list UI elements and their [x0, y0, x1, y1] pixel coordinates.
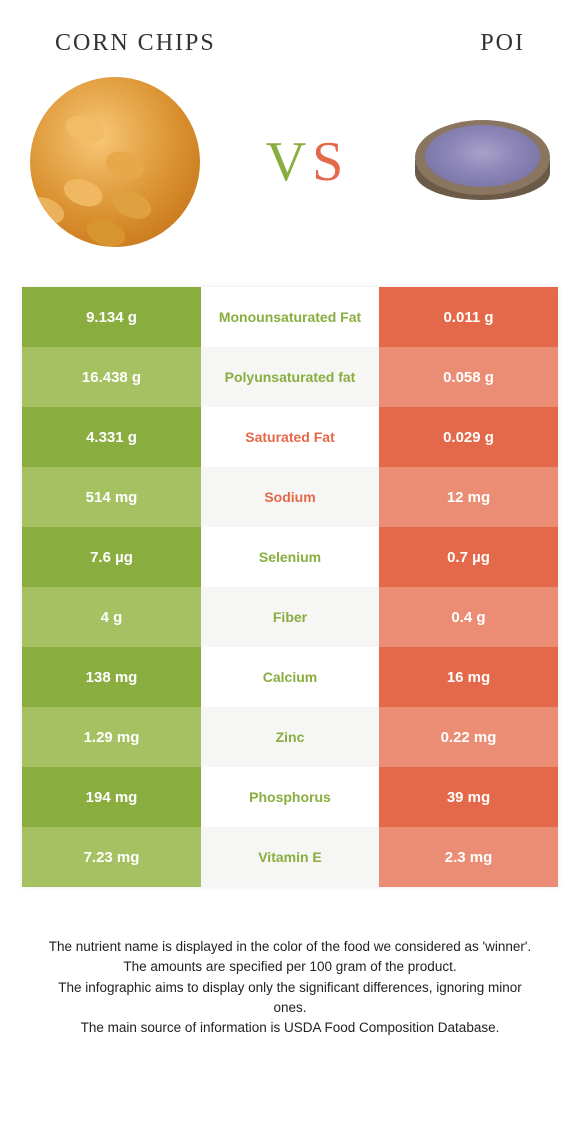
footer-line: The infographic aims to display only the…: [40, 978, 540, 1019]
table-row: 7.23 mgVitamin E2.3 mg: [22, 827, 558, 887]
right-value: 0.22 mg: [379, 707, 558, 767]
table-row: 4 gFiber0.4 g: [22, 587, 558, 647]
nutrient-comparison-table: 9.134 gMonounsaturated Fat0.011 g16.438 …: [22, 287, 558, 887]
footer-line: The main source of information is USDA F…: [40, 1018, 540, 1038]
table-row: 194 mgPhosphorus39 mg: [22, 767, 558, 827]
nutrient-label: Selenium: [201, 527, 379, 587]
left-value: 4.331 g: [22, 407, 201, 467]
left-value: 138 mg: [22, 647, 201, 707]
right-value: 0.058 g: [379, 347, 558, 407]
right-food-title: Poi: [480, 30, 525, 57]
table-row: 7.6 µgSelenium0.7 µg: [22, 527, 558, 587]
footer-notes: The nutrient name is displayed in the co…: [40, 937, 540, 1038]
vs-v: V: [266, 131, 312, 193]
left-value: 9.134 g: [22, 287, 201, 347]
nutrient-label: Saturated Fat: [201, 407, 379, 467]
footer-line: The nutrient name is displayed in the co…: [40, 937, 540, 957]
right-value: 16 mg: [379, 647, 558, 707]
left-value: 1.29 mg: [22, 707, 201, 767]
nutrient-label: Vitamin E: [201, 827, 379, 887]
nutrient-label: Fiber: [201, 587, 379, 647]
left-value: 514 mg: [22, 467, 201, 527]
comparison-images-row: VS: [0, 67, 580, 277]
right-value: 0.7 µg: [379, 527, 558, 587]
nutrient-label: Calcium: [201, 647, 379, 707]
left-value: 7.23 mg: [22, 827, 201, 887]
left-value: 4 g: [22, 587, 201, 647]
right-value: 0.011 g: [379, 287, 558, 347]
left-value: 16.438 g: [22, 347, 201, 407]
table-row: 4.331 gSaturated Fat0.029 g: [22, 407, 558, 467]
table-row: 514 mgSodium12 mg: [22, 467, 558, 527]
right-value: 12 mg: [379, 467, 558, 527]
left-food-image: [30, 77, 200, 247]
nutrient-label: Zinc: [201, 707, 379, 767]
left-value: 194 mg: [22, 767, 201, 827]
nutrient-label: Monounsaturated Fat: [201, 287, 379, 347]
right-value: 39 mg: [379, 767, 558, 827]
right-value: 0.4 g: [379, 587, 558, 647]
nutrient-label: Polyunsaturated fat: [201, 347, 379, 407]
left-food-title: Corn chips: [55, 30, 216, 57]
nutrient-label: Phosphorus: [201, 767, 379, 827]
right-food-image: [415, 120, 550, 205]
table-row: 9.134 gMonounsaturated Fat0.011 g: [22, 287, 558, 347]
right-value: 2.3 mg: [379, 827, 558, 887]
header: Corn chips Poi: [0, 0, 580, 67]
vs-label: VS: [266, 130, 350, 194]
table-row: 1.29 mgZinc0.22 mg: [22, 707, 558, 767]
nutrient-label: Sodium: [201, 467, 379, 527]
footer-line: The amounts are specified per 100 gram o…: [40, 957, 540, 977]
right-value: 0.029 g: [379, 407, 558, 467]
left-value: 7.6 µg: [22, 527, 201, 587]
table-row: 138 mgCalcium16 mg: [22, 647, 558, 707]
poi-bowl-icon: [415, 120, 550, 205]
table-row: 16.438 gPolyunsaturated fat0.058 g: [22, 347, 558, 407]
vs-s: S: [312, 131, 349, 193]
corn-chips-icon: [30, 77, 200, 247]
